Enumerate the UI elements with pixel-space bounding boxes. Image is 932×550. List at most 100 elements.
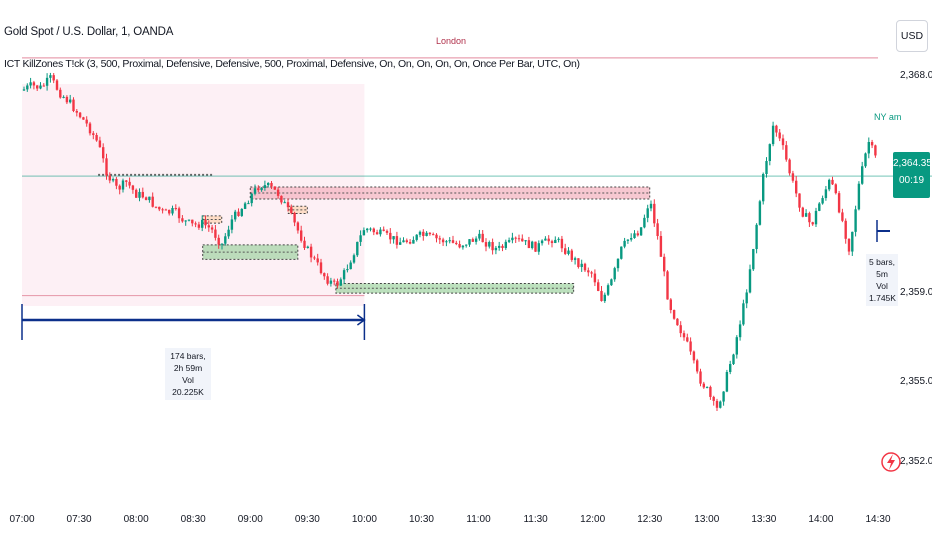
candle-up [253, 188, 257, 194]
x-tick-label: 12:30 [637, 514, 663, 525]
candle-down [336, 281, 339, 286]
candle-down [808, 213, 811, 223]
candle-down [669, 299, 672, 311]
candle-up [752, 249, 755, 270]
candle-up [851, 231, 854, 252]
symbol-title[interactable]: Gold Spot / U.S. Dollar, 1, OANDA [4, 26, 174, 38]
candle-down [702, 383, 705, 388]
candle-down [333, 280, 336, 282]
candle-up [567, 250, 570, 254]
candle-down [82, 117, 85, 120]
candle-up [531, 241, 534, 249]
indicator-legend[interactable]: ICT KillZones T!ck (3, 500, Proximal, De… [4, 58, 580, 70]
bullish-zone-border [202, 244, 299, 260]
candle-up [306, 246, 309, 248]
candle-down [141, 191, 144, 198]
candle-up [184, 220, 187, 222]
candle-up [29, 82, 32, 86]
candle-up [814, 210, 818, 225]
measure-info-left: 174 bars, 2h 59m Vol 20.225K [165, 348, 211, 400]
candle-down [441, 239, 445, 243]
candle-up [49, 75, 52, 78]
measure-arrowhead [356, 314, 366, 326]
candle-down [521, 238, 524, 242]
measure-info-right: 5 bars, 5m Vol 1.745K [866, 254, 898, 306]
candle-up [243, 203, 247, 209]
candle-up [861, 166, 864, 184]
candle-up [626, 239, 630, 241]
candle-up [121, 180, 125, 190]
candle-down [102, 147, 105, 159]
candle-up [580, 263, 583, 268]
candle-down [177, 208, 181, 219]
candle-down [811, 222, 814, 225]
candle-down [422, 231, 425, 236]
candle-down [32, 82, 36, 86]
y-tick-label: 2,359.000 [900, 287, 932, 298]
candle-up [828, 179, 831, 190]
candle-down [293, 212, 296, 223]
candle-up [722, 391, 725, 402]
candle-down [95, 135, 98, 141]
candle-down [712, 396, 715, 401]
candle-down [636, 233, 639, 236]
candle-down [191, 219, 194, 224]
candle-down [798, 193, 801, 208]
session-label-london: London [436, 36, 467, 46]
candle-down [319, 262, 323, 274]
candle-up [867, 142, 870, 154]
candle-down [458, 244, 461, 248]
candle-down [161, 209, 164, 211]
candle-down [323, 273, 326, 277]
candle-down [481, 233, 484, 243]
candle-up [735, 337, 738, 355]
candle-down [270, 182, 273, 187]
candle-down [382, 229, 385, 231]
candle-up [352, 255, 356, 263]
candle-up [643, 217, 646, 228]
last-price-value: 2,364.355 [893, 158, 932, 169]
lightning-icon[interactable] [880, 446, 902, 478]
candle-down [587, 270, 590, 273]
candle-down [125, 180, 128, 182]
candle-down [309, 246, 313, 258]
candle-down [663, 256, 666, 272]
candle-up [771, 125, 775, 145]
candle-up [613, 268, 616, 280]
candle-down [438, 238, 441, 240]
candle-down [42, 85, 45, 87]
candle-down [273, 186, 276, 190]
measure-right-volume: Vol 1.745K [869, 281, 896, 303]
candle-up [402, 240, 405, 243]
candle-down [715, 400, 719, 408]
bearish-zone [250, 186, 650, 200]
candle-down [313, 257, 316, 259]
candle-up [399, 242, 402, 245]
candle-down [653, 203, 656, 224]
currency-button[interactable]: USD [896, 20, 928, 52]
candle-up [465, 244, 468, 246]
candle-down [593, 273, 597, 283]
candle-up [474, 238, 478, 242]
x-tick-label: 10:00 [351, 514, 377, 525]
candle-down [389, 232, 392, 240]
candle-up [821, 198, 824, 204]
candle-down [168, 209, 171, 214]
candle-up [461, 245, 465, 248]
candle-down [484, 242, 488, 247]
measure-left-volume: Vol 20.225K [172, 375, 204, 397]
candle-down [135, 189, 138, 198]
candle-up [412, 239, 415, 244]
candle-down [78, 112, 82, 118]
candle-down [59, 89, 62, 98]
candle-down [656, 223, 659, 237]
candle-down [214, 229, 217, 238]
candle-up [742, 303, 745, 325]
candle-down [372, 228, 375, 233]
candle-down [451, 240, 455, 243]
candle-up [260, 187, 263, 191]
candle-down [194, 223, 197, 225]
candle-down [597, 282, 600, 291]
candle-down [709, 386, 712, 397]
